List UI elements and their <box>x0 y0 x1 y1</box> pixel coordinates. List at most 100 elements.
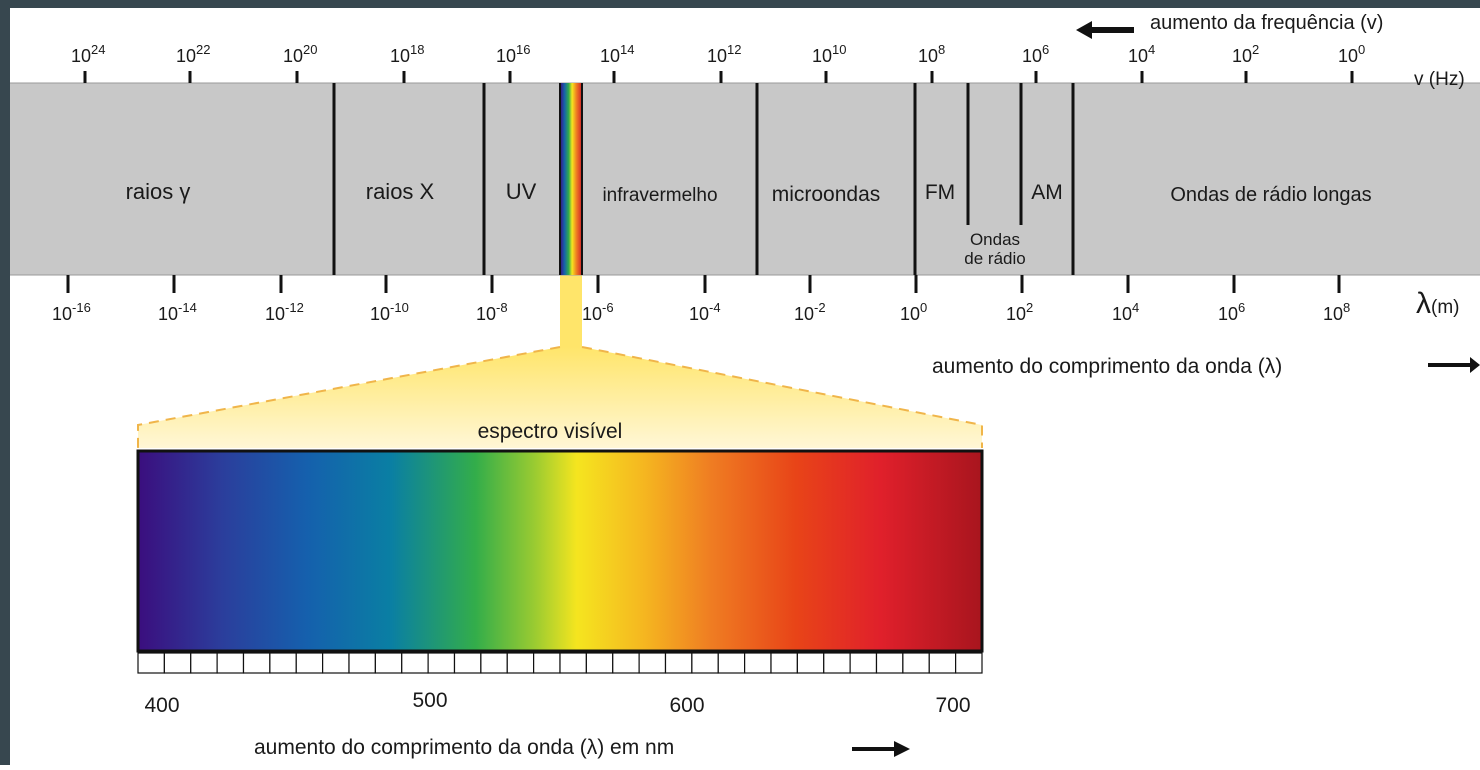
frequency-tick-label: 1016 <box>496 42 531 66</box>
tick-base: 10 <box>1338 46 1358 66</box>
wavelength-tick-label: 10-12 <box>265 300 304 324</box>
tick-base: 10 <box>1022 46 1042 66</box>
visible-spectrum-title: espectro visível <box>478 420 623 443</box>
tick-base: 10 <box>370 304 390 324</box>
visible-funnel <box>138 347 982 448</box>
visible-scale-cells <box>137 652 983 674</box>
frequency-tick-label: 1024 <box>71 42 106 66</box>
wavelength-direction-label: aumento do comprimento da onda (λ) <box>932 355 1282 378</box>
frequency-direction: aumento da frequência (v) <box>1076 12 1383 39</box>
frequency-direction-label: aumento da frequência (v) <box>1150 12 1383 34</box>
tick-base: 10 <box>900 304 920 324</box>
tick-exponent: 2 <box>1026 300 1033 315</box>
tick-exponent: 8 <box>938 42 945 57</box>
frequency-tick-label: 1018 <box>390 42 425 66</box>
scale-cell <box>849 652 878 674</box>
frequency-tick-label: 1010 <box>812 42 847 66</box>
tick-exponent: 0 <box>1358 42 1365 57</box>
scale-cell <box>533 652 561 674</box>
visible-tick-700: 700 <box>935 694 970 717</box>
wavelength-tick-label: 102 <box>1006 300 1033 324</box>
tick-base: 10 <box>496 46 516 66</box>
scale-cell <box>348 652 376 674</box>
band-uv-label: UV <box>506 179 537 204</box>
band-gamma-label: raios γ <box>126 179 191 204</box>
tick-base: 10 <box>707 46 727 66</box>
tick-exponent: -10 <box>390 300 409 315</box>
right-arrow-icon <box>1428 357 1480 373</box>
tick-exponent: 22 <box>196 42 210 57</box>
scale-cell <box>796 652 825 674</box>
tick-exponent: -14 <box>178 300 197 315</box>
tick-exponent: -2 <box>814 300 826 315</box>
tick-base: 10 <box>71 46 91 66</box>
visible-funnel-stem <box>560 275 582 347</box>
tick-exponent: 24 <box>91 42 105 57</box>
tick-base: 10 <box>176 46 196 66</box>
band-am-label: AM <box>1031 181 1063 204</box>
scale-cell <box>770 652 798 674</box>
spectrum-band <box>10 83 1480 275</box>
frequency-tick-label: 1012 <box>707 42 742 66</box>
tick-base: 10 <box>1128 46 1148 66</box>
scale-cell <box>374 652 403 674</box>
tick-exponent: 16 <box>516 42 530 57</box>
tick-exponent: 14 <box>620 42 634 57</box>
band-fm-label: FM <box>925 181 955 204</box>
wavelength-ticks: 10-16 10-14 10-12 10-10 10-8 10-6 10-4 10-2 100 1… <box>52 275 1350 324</box>
tick-base: 10 <box>1006 304 1026 324</box>
tick-base: 10 <box>600 46 620 66</box>
tick-base: 10 <box>52 304 72 324</box>
frequency-unit-label: v (Hz) <box>1414 69 1465 90</box>
wavelength-tick-label: 10-6 <box>582 300 614 324</box>
wavelength-direction: aumento do comprimento da onda (λ) <box>932 355 1480 378</box>
frequency-tick-label: 104 <box>1128 42 1155 66</box>
scale-cell <box>401 652 429 674</box>
scale-cell <box>717 652 746 674</box>
visible-right-arrow-icon <box>852 741 910 757</box>
band-radio-label-line2: de rádio <box>964 249 1025 268</box>
frequency-tick-label: 1022 <box>176 42 211 66</box>
wavelength-tick-label: 10-14 <box>158 300 197 324</box>
tick-exponent: -6 <box>602 300 614 315</box>
wavelength-tick-label: 10-10 <box>370 300 409 324</box>
funnel-dash-left <box>137 346 561 448</box>
band-microwave-label: microondas <box>772 183 881 206</box>
wavelength-unit: λ(m) <box>1416 287 1459 320</box>
left-frame <box>0 0 10 765</box>
scale-cell <box>585 652 614 674</box>
tick-exponent: 0 <box>920 300 927 315</box>
scale-cell <box>480 652 508 674</box>
scale-cell <box>506 652 535 674</box>
visible-gradient-bar <box>136 449 984 653</box>
tick-base: 10 <box>158 304 178 324</box>
tick-exponent: -4 <box>709 300 721 315</box>
wavelength-unit-suffix: (m) <box>1431 297 1459 318</box>
tick-exponent: 18 <box>410 42 424 57</box>
tick-base: 10 <box>918 46 938 66</box>
scale-cell <box>902 652 930 674</box>
tick-base: 10 <box>265 304 285 324</box>
tick-base: 10 <box>1112 304 1132 324</box>
band-long-radio-label: Ondas de rádio longas <box>1170 184 1371 206</box>
tick-exponent: 2 <box>1252 42 1259 57</box>
scale-cell <box>453 652 482 674</box>
band-infrared-label: infravermelho <box>602 185 717 206</box>
scale-cell <box>427 652 456 674</box>
tick-exponent: 10 <box>832 42 846 57</box>
tick-exponent: -12 <box>285 300 304 315</box>
scale-cell <box>638 652 667 674</box>
tick-exponent: 20 <box>303 42 317 57</box>
scale-cell <box>163 652 192 674</box>
tick-exponent: 4 <box>1132 300 1139 315</box>
frequency-tick-label: 1020 <box>283 42 318 66</box>
tick-exponent: 6 <box>1238 300 1245 315</box>
frequency-tick-label: 102 <box>1232 42 1259 66</box>
tick-base: 10 <box>476 304 496 324</box>
band-xray-label: raios X <box>366 179 435 204</box>
wavelength-tick-label: 10-4 <box>689 300 721 324</box>
wavelength-tick-label: 10-16 <box>52 300 91 324</box>
scale-cell <box>295 652 324 674</box>
